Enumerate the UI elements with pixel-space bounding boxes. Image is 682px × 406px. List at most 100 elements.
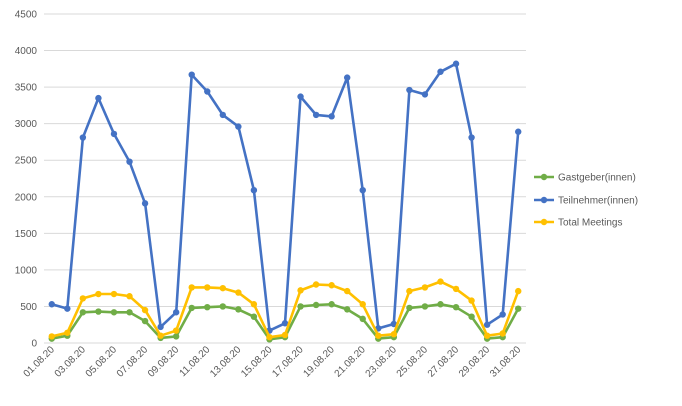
x-tick-label: 29.08.20 [457, 344, 493, 380]
data-point [390, 320, 398, 328]
y-tick-label: 500 [20, 302, 37, 313]
data-point [95, 308, 102, 315]
data-point [515, 287, 522, 295]
data-point [359, 301, 366, 308]
data-point [515, 128, 522, 135]
data-point [64, 329, 71, 336]
series-3 [48, 278, 522, 341]
data-point [219, 303, 227, 310]
data-point [375, 332, 382, 339]
x-tick-label: 23.08.20 [364, 344, 400, 380]
data-point [452, 285, 460, 293]
legend-item: Teilnehmer(innen) [534, 196, 638, 207]
data-point [281, 320, 289, 327]
data-point [188, 284, 195, 291]
data-point [406, 304, 413, 312]
legend-label: Teilnehmer(innen) [558, 196, 638, 207]
data-point [421, 91, 429, 98]
data-point [235, 289, 242, 296]
data-point [110, 290, 118, 298]
data-point [499, 330, 506, 337]
x-tick-label: 25.08.20 [395, 344, 431, 380]
data-point [126, 158, 133, 165]
legend-swatch-marker [540, 218, 548, 226]
x-tick-label: 11.08.20 [178, 344, 213, 379]
gridlines [44, 13, 526, 344]
data-point [515, 305, 522, 312]
data-point [188, 304, 195, 312]
y-tick-label: 1500 [15, 229, 38, 240]
legend: Gastgeber(innen) Teilnehmer(innen) Total M… [534, 173, 638, 229]
x-tick-label: 03.08.20 [53, 344, 89, 380]
data-point [343, 287, 351, 295]
data-point [359, 186, 366, 194]
data-point [312, 111, 320, 119]
data-point [483, 321, 491, 328]
y-tick-label: 4500 [15, 10, 38, 21]
data-point [172, 327, 180, 334]
data-point [328, 301, 335, 308]
x-tick-label: 15.08.20 [239, 344, 275, 380]
y-tick-label: 1000 [15, 265, 38, 276]
data-point [235, 306, 242, 313]
data-point [281, 331, 289, 339]
data-point [250, 301, 258, 308]
data-point [79, 309, 87, 316]
data-point [328, 113, 335, 120]
data-point [359, 315, 366, 323]
legend-item: Total Meetings [534, 218, 622, 229]
data-point [437, 278, 444, 285]
data-point [250, 313, 258, 320]
legend-label: Gastgeber(innen) [558, 173, 636, 184]
data-point [406, 287, 413, 295]
data-point [328, 282, 335, 289]
data-point [141, 317, 149, 325]
y-tick-label: 3500 [15, 83, 38, 94]
data-point [452, 60, 460, 67]
data-point [157, 323, 164, 331]
x-tick-label: 07.08.20 [115, 344, 151, 380]
y-tick-label: 0 [31, 339, 37, 350]
legend-swatch-marker [540, 173, 548, 181]
data-point [110, 130, 118, 138]
data-point [468, 297, 475, 304]
data-point [437, 68, 444, 75]
data-point [312, 301, 320, 309]
y-tick-label: 2500 [15, 156, 38, 167]
x-tick-label: 05.08.20 [84, 344, 120, 380]
data-point [390, 331, 398, 338]
series-lines [48, 60, 522, 343]
data-point [141, 200, 149, 207]
data-point [157, 332, 164, 339]
y-tick-label: 2000 [15, 192, 38, 203]
data-point [204, 88, 211, 95]
data-point [141, 306, 149, 314]
data-point [250, 186, 258, 194]
data-point [95, 290, 102, 298]
x-axis-ticks: 01.08.2003.08.2005.08.2007.08.2009.08.20… [22, 344, 524, 380]
data-point [219, 284, 227, 292]
data-point [452, 303, 460, 311]
data-point [235, 123, 242, 130]
data-point [297, 93, 304, 100]
data-point [95, 94, 102, 102]
data-point [499, 311, 506, 318]
legend-label: Total Meetings [558, 218, 622, 229]
data-point [406, 86, 413, 94]
data-point [297, 303, 304, 310]
y-tick-label: 4000 [15, 46, 38, 57]
data-point [468, 134, 475, 141]
data-point [64, 305, 71, 312]
x-tick-label: 27.08.20 [426, 344, 462, 380]
x-tick-label: 13.08.20 [208, 344, 244, 380]
legend-swatch-marker [540, 196, 548, 204]
data-point [79, 295, 87, 302]
data-point [483, 332, 491, 339]
data-point [343, 306, 351, 313]
data-point [437, 301, 444, 308]
data-point [188, 71, 195, 78]
data-point [126, 293, 133, 300]
data-point [48, 301, 55, 308]
